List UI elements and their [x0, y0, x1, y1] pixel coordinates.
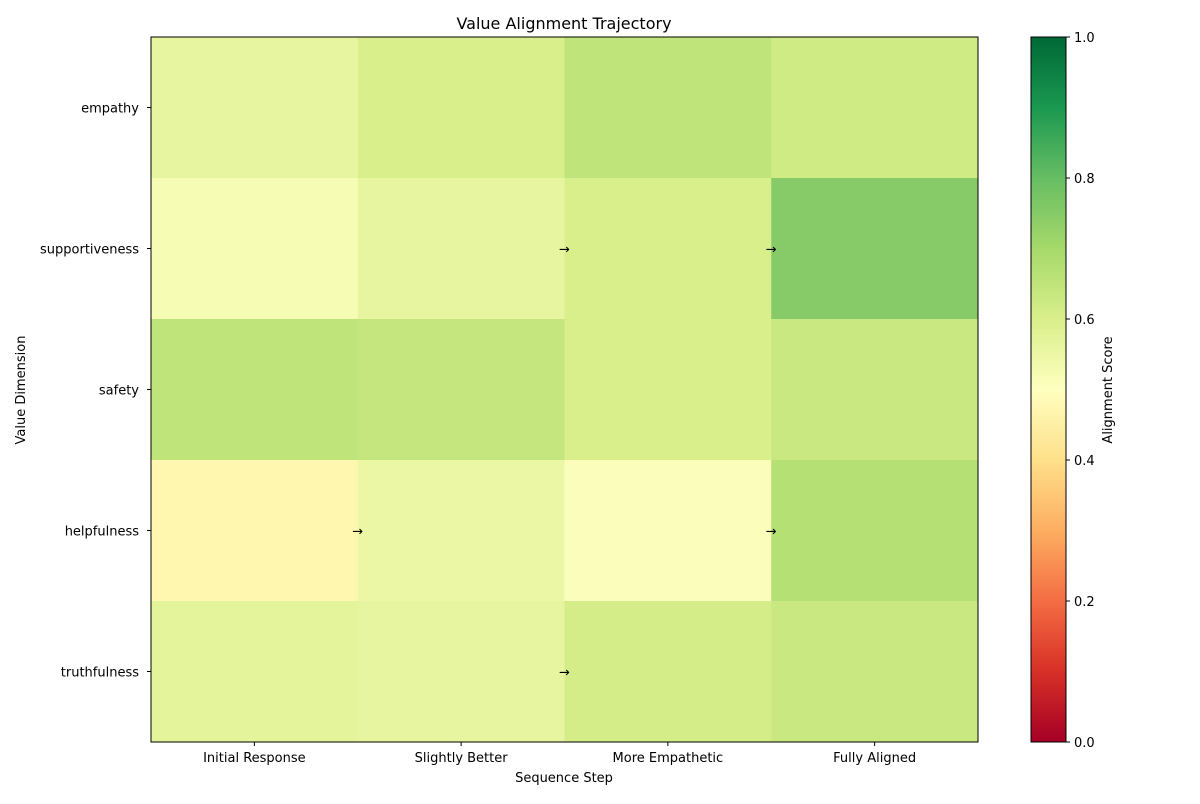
- transition-arrow: →: [352, 525, 363, 540]
- heatmap-cell: [151, 460, 359, 602]
- heatmap-cell: [357, 37, 565, 179]
- y-tick-label: helpfulness: [65, 525, 140, 540]
- colorbar-label: Alignment Score: [1101, 336, 1116, 443]
- colorbar-tick-label: 0.2: [1074, 595, 1095, 610]
- colorbar-gradient: [1030, 36, 1067, 743]
- heatmap-cell: [771, 178, 979, 320]
- x-tick-label: Slightly Better: [415, 751, 509, 766]
- heatmap-cell: [151, 319, 359, 461]
- y-tick-label: truthfulness: [61, 666, 139, 681]
- colorbar-tick-label: 0.6: [1074, 313, 1095, 328]
- colorbar-tick-label: 1.0: [1074, 31, 1095, 46]
- transition-arrow: →: [559, 243, 570, 258]
- heatmap-cell: [564, 178, 772, 320]
- heatmap-cell: [151, 37, 359, 179]
- heatmap-cell: [564, 601, 772, 743]
- heatmap-cell: [151, 178, 359, 320]
- y-axis-ticks: empathy supportiveness safety helpfulness tr…: [40, 102, 151, 681]
- x-axis-ticks: Initial Response Slightly Better More Empa…: [203, 742, 916, 766]
- heatmap-cell: [357, 460, 565, 602]
- heatmap-cell: [771, 37, 979, 179]
- colorbar-tick-label: 0.0: [1074, 736, 1095, 751]
- heatmap-cell: [771, 319, 979, 461]
- heatmap-cell: [564, 37, 772, 179]
- heatmap-cell: [771, 460, 979, 602]
- chart-title: Value Alignment Trajectory: [456, 14, 671, 33]
- heatmap-cells: [151, 37, 979, 743]
- x-tick-label: More Empathetic: [613, 751, 724, 766]
- heatmap-cell: [771, 601, 979, 743]
- transition-arrow: →: [766, 525, 777, 540]
- colorbar-ticks: 0.0 0.2 0.4 0.6 0.8 1.0: [1066, 31, 1095, 751]
- y-axis-label: Value Dimension: [14, 336, 29, 445]
- heatmap-cell: [357, 601, 565, 743]
- x-axis-label: Sequence Step: [515, 771, 613, 786]
- heatmap-cell: [564, 319, 772, 461]
- colorbar-tick-label: 0.4: [1074, 454, 1095, 469]
- heatmap-cell: [151, 601, 359, 743]
- transition-arrow: →: [766, 243, 777, 258]
- x-tick-label: Fully Aligned: [833, 751, 916, 766]
- y-tick-label: supportiveness: [40, 243, 139, 258]
- transition-arrow: →: [559, 666, 570, 681]
- transition-arrows: → → → → →: [352, 243, 777, 681]
- y-tick-label: empathy: [81, 102, 139, 117]
- y-tick-label: safety: [99, 384, 139, 399]
- colorbar-tick-label: 0.8: [1074, 172, 1095, 187]
- heatmap-cell: [357, 319, 565, 461]
- heatmap-cell: [564, 460, 772, 602]
- x-tick-label: Initial Response: [203, 751, 306, 766]
- heatmap-cell: [357, 178, 565, 320]
- colorbar: 0.0 0.2 0.4 0.6 0.8 1.0 Alignment Score: [1030, 31, 1116, 751]
